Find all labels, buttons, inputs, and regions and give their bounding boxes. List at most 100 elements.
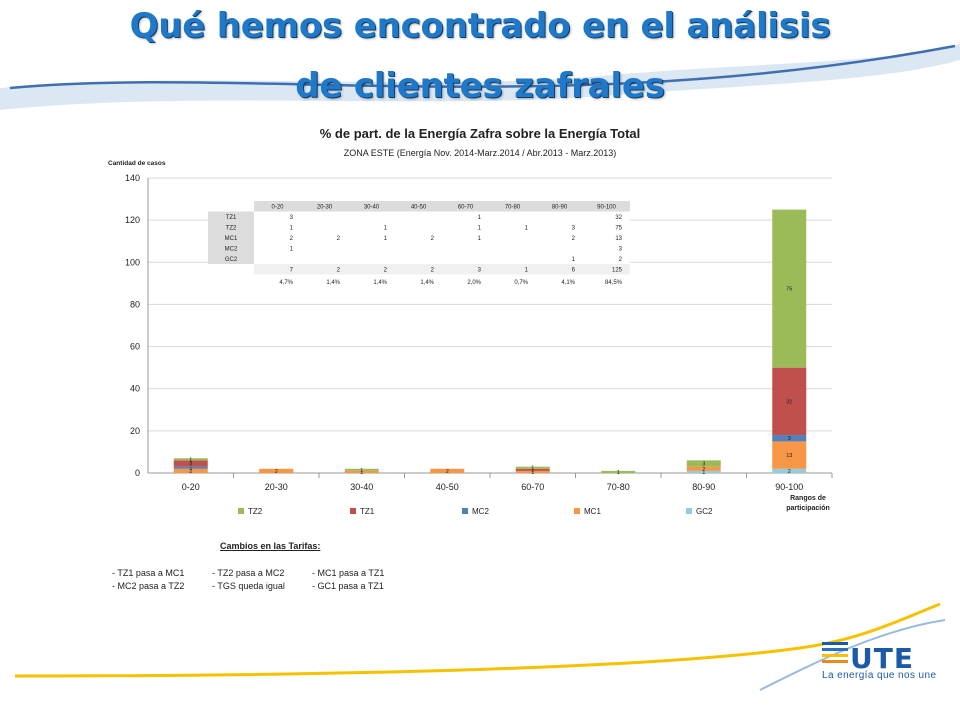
table-header-cell: 60-70	[458, 205, 474, 211]
y-tick-label: 60	[130, 342, 140, 352]
data-label: 75	[786, 287, 792, 293]
table-rowlabel-bg	[208, 211, 254, 264]
y-tick-label: 100	[125, 257, 140, 267]
table-cell: 3	[619, 247, 623, 253]
y-tick-label: 80	[130, 299, 140, 309]
table-percent-cell: 1,4%	[420, 280, 434, 286]
bar-segment-tz2	[515, 466, 550, 469]
change-item: - TGS queda igual	[212, 581, 285, 591]
data-label: 3	[189, 462, 192, 468]
table-percent-cell: 1,4%	[326, 280, 340, 286]
table-header-bg	[254, 201, 630, 212]
legend-swatch-mc2	[462, 508, 468, 514]
change-item: - TZ2 pasa a MC2	[212, 568, 285, 578]
y-tick-label: 20	[130, 426, 140, 436]
changes-list: - TZ1 pasa a MC1 - TZ2 pasa a MC2 - MC1 …	[112, 567, 384, 593]
y-axis-label: Cantidad de casos	[108, 160, 166, 167]
table-percent-cell: 2,0%	[467, 280, 481, 286]
bar-segment-tz2	[173, 458, 208, 461]
data-label: 13	[786, 453, 792, 459]
table-cell: 3	[290, 215, 294, 221]
table-percent-cell: 4,7%	[279, 280, 293, 286]
x-tick-label: 0-20	[182, 482, 200, 492]
table-row-label: TZ2	[226, 226, 237, 232]
slogan: La energía que nos une	[822, 670, 937, 681]
chart-title: % de part. de la Energía Zafra sobre la …	[319, 126, 641, 141]
y-tick-label: 0	[135, 468, 140, 478]
data-label: 1	[702, 470, 705, 476]
data-label: 2	[189, 469, 192, 475]
data-label: 1	[531, 470, 534, 476]
table-cell: 75	[615, 226, 622, 232]
bar-segment-tz1	[772, 367, 807, 436]
bar-segment-tz1	[515, 468, 550, 471]
table-cell: 2	[290, 236, 294, 242]
bar-segment-mc2	[772, 435, 807, 442]
x-tick-label: 70-80	[607, 482, 630, 492]
table-cell: 1	[290, 226, 294, 232]
bar-segment-tz2	[344, 468, 379, 471]
legend-label-mc1: MC1	[584, 507, 601, 516]
table-total-cell: 1	[525, 268, 529, 274]
data-label: 2	[446, 469, 449, 475]
x-tick-label: 80-90	[692, 482, 715, 492]
table-row-label: MC2	[225, 247, 238, 253]
y-tick-label: 120	[125, 215, 140, 225]
bar-segment-mc1	[686, 466, 721, 471]
table-cell: 2	[619, 257, 623, 263]
legend-label-tz1: TZ1	[360, 507, 375, 516]
bottom-swoosh-accent	[759, 619, 946, 691]
data-label: 2	[275, 469, 278, 475]
bar-segment-mc1	[173, 468, 208, 473]
bar-segment-mc1	[515, 470, 550, 473]
legend-label-mc2: MC2	[472, 507, 489, 516]
table-cell: 1	[384, 236, 388, 242]
table-cell: 2	[337, 236, 341, 242]
legend-swatch-gc2	[686, 508, 692, 514]
table-cell: 1	[572, 257, 576, 263]
legend-swatch-mc1	[574, 508, 580, 514]
data-label: 1	[360, 468, 363, 474]
x-tick-label: 40-50	[436, 482, 459, 492]
top-swoosh-light	[0, 44, 960, 110]
data-label: 1	[189, 457, 192, 463]
bar-segment-mc1	[259, 468, 294, 473]
table-percent-cell: 84,5%	[605, 280, 623, 286]
x-tick-label: 90-100	[775, 482, 803, 492]
data-label: 32	[786, 399, 792, 405]
table-total-cell: 2	[431, 268, 435, 274]
x-axis-label: participación	[786, 505, 830, 512]
data-label: 1	[189, 466, 192, 472]
bar-segment-gc2	[772, 468, 807, 473]
table-header-cell: 70-80	[505, 205, 521, 211]
table-cell: 2	[431, 236, 435, 242]
legend-label-gc2: GC2	[696, 507, 713, 516]
table-row-label: TZ1	[226, 215, 237, 221]
bar-segment-mc2	[173, 466, 208, 469]
data-label: 2	[702, 467, 705, 473]
ute-logo-text: UTE	[850, 642, 914, 675]
data-label: 1	[531, 466, 534, 472]
slide-title-line1: Qué hemos encontrado en el análisis	[129, 6, 831, 46]
table-cell: 1	[384, 226, 388, 232]
data-label: 3	[702, 462, 705, 468]
table-cell: 32	[615, 215, 622, 221]
changes-row: - MC2 pasa a TZ2 - TGS queda igual - GC1…	[112, 580, 384, 593]
bar-segment-mc1	[430, 468, 465, 473]
table-header-cell: 90-100	[597, 205, 616, 211]
table-percent-cell: 4,1%	[561, 280, 575, 286]
table-total-cell: 6	[572, 268, 576, 274]
slide-title-line2: de clientes zafrales	[295, 66, 665, 106]
table-row-label: MC1	[225, 236, 238, 242]
change-item: - MC2 pasa a TZ2	[112, 581, 185, 591]
changes-row: - TZ1 pasa a MC1 - TZ2 pasa a MC2 - MC1 …	[112, 567, 384, 580]
bar-segment-tz1	[173, 460, 208, 467]
table-total-cell: 125	[612, 268, 623, 274]
data-label: 1	[617, 470, 620, 476]
table-header-cell: 20-30	[317, 205, 333, 211]
bar-segment-tz2	[601, 470, 636, 473]
table-total-cell: 2	[384, 268, 388, 274]
table-cell: 1	[525, 226, 529, 232]
